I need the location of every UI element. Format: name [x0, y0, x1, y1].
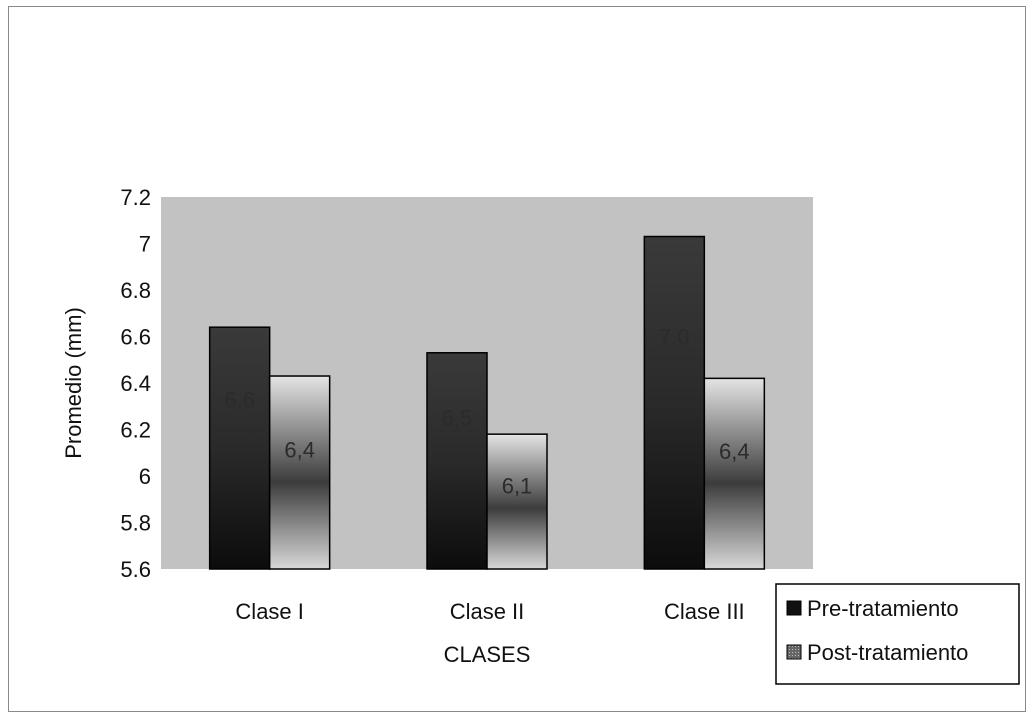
y-axis-ticks: 5.6 5.8 6 6.2 6.4 6.6 6.8 7 7.2 — [120, 185, 151, 582]
legend-label-pre-tratamiento: Pre-tratamiento — [807, 596, 959, 621]
bar-pre-3 — [644, 237, 704, 569]
category-labels-group: Clase I Clase II Clase III — [235, 599, 744, 624]
legend: Pre-tratamiento Post-tratamiento — [776, 584, 1019, 684]
category-label-1: Clase I — [235, 599, 303, 624]
bar-pre-1 — [210, 327, 270, 569]
legend-swatch-pre-tratamiento — [787, 601, 801, 615]
y-tick-label: 7.2 — [120, 185, 151, 210]
y-tick-label: 7 — [139, 232, 151, 257]
bar-pre-2 — [427, 353, 487, 569]
y-axis-title: Promedio (mm) — [61, 307, 86, 459]
y-tick-label: 6.4 — [120, 371, 151, 396]
bar-post-2 — [487, 434, 547, 569]
legend-label-post-tratamiento: Post-tratamiento — [807, 640, 968, 665]
bar-post-3 — [704, 378, 764, 569]
legend-swatch-post-tratamiento — [787, 645, 801, 659]
category-label-3: Clase III — [664, 599, 745, 624]
data-label-post-1: 6,4 — [284, 437, 315, 462]
data-label-pre-2: 6,5 — [442, 406, 473, 431]
data-label-pre-3: 7,0 — [659, 324, 690, 349]
y-tick-label: 6.6 — [120, 325, 151, 350]
data-label-pre-1: 6,6 — [224, 388, 255, 413]
chart-frame: 5.6 5.8 6 6.2 6.4 6.6 6.8 7 7.2 6,6 6,4 6,5 6,1 7,0 6… — [8, 6, 1026, 712]
x-axis-title: CLASES — [444, 642, 531, 667]
y-tick-label: 6.2 — [120, 418, 151, 443]
y-tick-label: 6.8 — [120, 278, 151, 303]
y-tick-label: 6 — [139, 464, 151, 489]
y-tick-label: 5.6 — [120, 557, 151, 582]
y-tick-label: 5.8 — [120, 511, 151, 536]
data-label-post-3: 6,4 — [719, 439, 750, 464]
category-label-2: Clase II — [450, 599, 525, 624]
bar-post-1 — [270, 376, 330, 569]
bar-chart: 5.6 5.8 6 6.2 6.4 6.6 6.8 7 7.2 6,6 6,4 6,5 6,1 7,0 6… — [9, 7, 1025, 711]
data-label-post-2: 6,1 — [502, 473, 533, 498]
